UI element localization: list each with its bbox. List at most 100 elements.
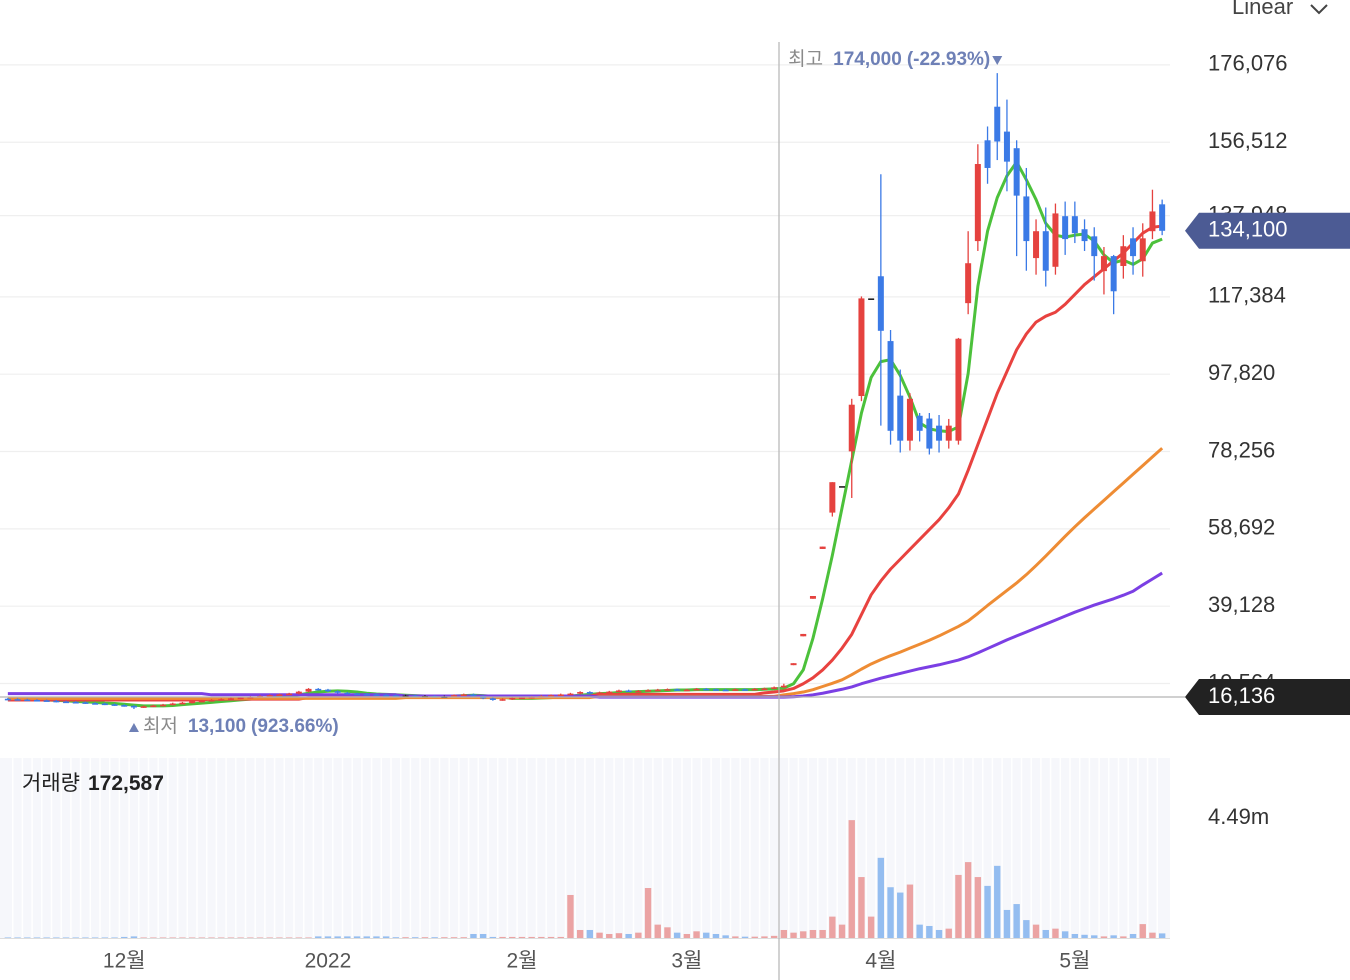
candle-body: [742, 689, 749, 691]
volume-bar: [344, 936, 351, 938]
candle-body: [295, 691, 302, 694]
volume-bar: [751, 936, 758, 938]
candle-body: [412, 695, 419, 698]
volume-bar: [800, 931, 807, 938]
volume-bar: [547, 936, 555, 938]
volume-bar: [683, 933, 691, 938]
moving-averages: [7, 160, 1164, 708]
volume-bar: [586, 929, 594, 938]
candle-body: [839, 486, 846, 488]
volume-bar: [897, 892, 904, 938]
candle-body: [926, 418, 933, 449]
volume-bar: [693, 931, 700, 938]
volume-bar: [964, 862, 972, 938]
candle-body: [1071, 216, 1078, 234]
volume-bar: [770, 935, 778, 938]
volume-bar: [402, 937, 409, 938]
volume-bar: [606, 933, 613, 938]
candle-body: [1062, 216, 1069, 240]
crosshair-price-label: 16,136: [1208, 683, 1275, 708]
candle-body: [606, 691, 613, 694]
volume-bar: [33, 937, 41, 938]
volume-bar: [567, 894, 574, 938]
volume-bar: [169, 937, 176, 938]
candle-body: [305, 688, 312, 692]
volume-bar: [1091, 935, 1098, 938]
low-marker-change: (923.66%): [251, 716, 339, 737]
candle-body: [800, 633, 807, 637]
candle-body: [1013, 148, 1020, 196]
volume-bar: [1158, 933, 1166, 938]
volume-bar: [421, 937, 429, 938]
low-marker-label: 최저: [143, 715, 178, 737]
candle-body: [101, 703, 108, 706]
candle-body: [1139, 238, 1146, 262]
volume-bar: [363, 936, 370, 938]
candle-body: [160, 704, 167, 707]
candle-body: [732, 689, 739, 691]
volume-stripes: [11, 758, 1159, 938]
volume-bar: [198, 937, 206, 938]
volume-bar: [955, 874, 962, 938]
scale-mode[interactable]: Linear: [1232, 0, 1293, 19]
high-marker-value: 174,000: [833, 49, 902, 70]
volume-bar: [712, 933, 720, 938]
candle-body: [1003, 131, 1010, 162]
x-tick-label: 4월: [865, 950, 896, 973]
price-badges: 134,100 16,136: [1185, 212, 1350, 716]
y-tick-label: 78,256: [1208, 437, 1275, 462]
volume-bar: [819, 929, 826, 938]
volume-bar: [441, 937, 448, 938]
last-price-bg: [1185, 212, 1350, 249]
candle-body: [1130, 238, 1137, 257]
y-tick-label: 39,128: [1208, 592, 1275, 617]
candle-body: [14, 699, 21, 701]
candle-body: [625, 690, 632, 693]
candle-body: [567, 693, 574, 696]
volume-bar: [315, 936, 322, 938]
volume-bar: [276, 937, 283, 938]
candle-body: [218, 699, 225, 701]
volume-bar: [295, 937, 303, 938]
candle-body: [645, 690, 652, 692]
volume-bar: [130, 936, 138, 938]
volume-bar: [14, 937, 21, 938]
volume-bar: [625, 933, 632, 938]
candle-body: [693, 688, 700, 691]
volume-bar: [838, 924, 846, 938]
high-marker-change: (-22.93%): [907, 49, 990, 70]
volume-bar: [673, 932, 681, 938]
candle-body: [198, 700, 205, 703]
volume-bar: [780, 929, 788, 938]
volume-bars: [4, 820, 1166, 938]
volume-bar: [1032, 924, 1040, 938]
x-tick-label: 12월: [103, 950, 146, 973]
volume-bar: [732, 936, 739, 938]
scale-selector[interactable]: Linear: [1232, 0, 1328, 19]
volume-bar: [1120, 936, 1127, 938]
volume-title: 거래량 172,587: [22, 772, 164, 795]
candle-body: [24, 699, 31, 702]
volume-tick-label: 4.49m: [1208, 804, 1269, 829]
candle-body: [1052, 213, 1059, 267]
candle-body: [887, 341, 894, 431]
volume-bar: [1129, 933, 1137, 938]
candle-body: [470, 694, 477, 697]
volume-bar: [150, 937, 157, 938]
volume-bar: [460, 937, 467, 938]
candle-body: [150, 705, 157, 708]
candle-body: [286, 693, 293, 696]
candle-body: [266, 695, 273, 697]
candle-body: [722, 689, 729, 692]
volume-bar: [91, 937, 99, 938]
volume-bar: [528, 936, 535, 938]
candle-body: [315, 688, 322, 691]
candles: [4, 73, 1166, 710]
volume-bar: [615, 933, 623, 938]
candle-body: [111, 704, 118, 706]
candle-body: [33, 699, 40, 702]
candle-body: [189, 701, 196, 704]
candle-body: [877, 276, 884, 331]
x-tick-label: 2월: [506, 950, 537, 973]
